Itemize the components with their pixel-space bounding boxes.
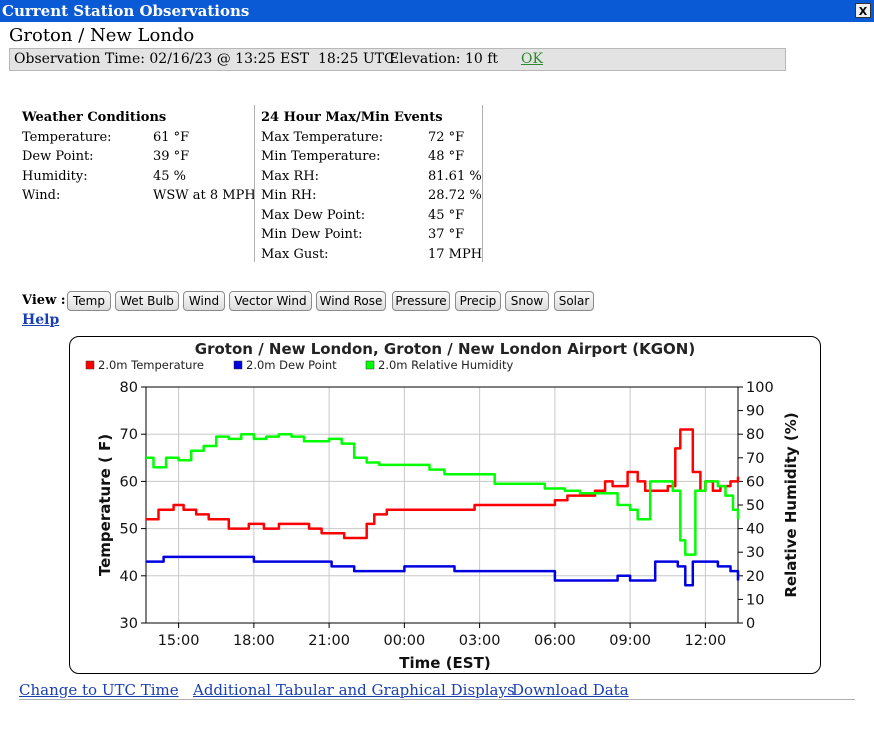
y2-tick-label: 30 <box>746 545 764 561</box>
condition-label: Dew Point: <box>22 149 94 164</box>
y2-tick-label: 50 <box>746 498 764 514</box>
observation-time: Observation Time: 02/16/23 @ 13:25 EST 1… <box>14 51 395 67</box>
y-tick-label: 50 <box>120 522 138 538</box>
y2-tick-label: 20 <box>746 569 764 585</box>
window-title: Current Station Observations <box>2 2 250 20</box>
condition-value: WSW at 8 MPH <box>153 188 256 203</box>
max-min-value: 17 MPH <box>428 246 483 262</box>
max-min-value: 81.61 % <box>428 168 482 184</box>
legend-label: 2.0m Dew Point <box>246 358 337 372</box>
max-min-label: Min RH: <box>261 188 317 203</box>
y2-tick-label: 10 <box>746 592 764 608</box>
y2-tick-label: 70 <box>746 451 764 467</box>
condition-value: 61 °F <box>153 129 190 145</box>
y-tick-label: 40 <box>120 569 138 585</box>
max-min-heading: 24 Hour Max/Min Events <box>261 110 443 125</box>
series-line <box>146 428 740 540</box>
legend-swatch <box>85 360 95 370</box>
series-line <box>146 432 740 556</box>
view-label: View : <box>22 293 66 308</box>
condition-label: Humidity: <box>22 168 88 184</box>
status-link[interactable]: OK <box>521 51 543 67</box>
help-link[interactable]: Help <box>22 312 60 328</box>
y-axis-label: Temperature ( F) <box>96 434 114 576</box>
legend-label: 2.0m Relative Humidity <box>378 358 514 372</box>
max-min-label: Max Temperature: <box>261 129 384 145</box>
download-data-link[interactable]: Download Data <box>512 681 629 699</box>
x-tick-label: 12:00 <box>684 633 726 649</box>
view-temp-button[interactable]: Temp <box>67 291 111 311</box>
additional-displays-link[interactable]: Additional Tabular and Graphical Display… <box>193 681 515 699</box>
close-button[interactable]: X <box>855 3 871 18</box>
max-min-label: Min Temperature: <box>261 149 381 164</box>
x-tick-label: 06:00 <box>534 633 576 649</box>
y-tick-label: 70 <box>120 427 138 443</box>
max-min-value: 48 °F <box>428 149 465 164</box>
y2-tick-label: 80 <box>746 427 764 443</box>
max-min-value: 28.72 % <box>428 188 482 203</box>
plot-frame <box>145 386 739 624</box>
weather-conditions-values: 61 °F 39 °F 45 % WSW at 8 MPH <box>153 108 256 206</box>
y2-tick-label: 40 <box>746 522 764 538</box>
change-to-utc-link[interactable]: Change to UTC Time <box>19 681 179 699</box>
view-solar-button[interactable]: Solar <box>554 291 594 311</box>
max-min-value: 37 °F <box>428 227 465 242</box>
divider <box>482 105 483 262</box>
y2-tick-label: 100 <box>746 380 774 396</box>
x-tick-label: 00:00 <box>383 633 425 649</box>
view-wet-bulb-button[interactable]: Wet Bulb <box>115 291 179 311</box>
x-tick-label: 09:00 <box>609 633 651 649</box>
view-wind-button[interactable]: Wind <box>183 291 225 311</box>
condition-label: Temperature: <box>22 129 112 145</box>
weather-conditions-labels: Weather Conditions Temperature: Dew Poin… <box>22 108 166 206</box>
x-tick-label: 03:00 <box>459 633 501 649</box>
y2-tick-label: 90 <box>746 404 764 420</box>
max-min-value: 72 °F <box>428 129 465 145</box>
condition-value: 45 % <box>153 168 187 184</box>
legend-swatch <box>365 360 375 370</box>
series-line <box>146 555 740 587</box>
y2-tick-label: 0 <box>746 616 755 632</box>
y-tick-label: 80 <box>120 380 138 396</box>
chart-title: Groton / New London, Groton / New London… <box>195 340 695 358</box>
max-min-value: 45 °F <box>428 207 465 223</box>
max-min-label: Max Gust: <box>261 246 329 262</box>
x-tick-label: 18:00 <box>233 633 275 649</box>
elevation: Elevation: 10 ft <box>389 51 499 67</box>
condition-value: 39 °F <box>153 149 190 164</box>
chart-panel: Groton / New London, Groton / New London… <box>69 336 821 674</box>
view-pressure-button[interactable]: Pressure <box>392 291 450 311</box>
view-snow-button[interactable]: Snow <box>505 291 549 311</box>
observation-bar: Observation Time: 02/16/23 @ 13:25 EST 1… <box>9 48 786 71</box>
max-min-values: 72 °F 48 °F 81.61 % 28.72 % 45 °F 37 °F … <box>428 108 482 264</box>
x-tick-label: 21:00 <box>308 633 350 649</box>
footer-divider <box>19 699 855 700</box>
legend-label: 2.0m Temperature <box>98 358 204 372</box>
weather-conditions-heading: Weather Conditions <box>22 110 167 125</box>
view-wind-rose-button[interactable]: Wind Rose <box>316 291 386 311</box>
max-min-label: Max Dew Point: <box>261 207 366 223</box>
y2-tick-label: 60 <box>746 474 764 490</box>
max-min-labels: 24 Hour Max/Min Events Max Temperature: … <box>261 108 443 264</box>
view-precip-button[interactable]: Precip <box>455 291 501 311</box>
max-min-label: Min Dew Point: <box>261 227 363 242</box>
x-axis-label: Time (EST) <box>399 654 490 672</box>
observation-chart: Groton / New London, Groton / New London… <box>85 340 800 672</box>
title-bar: Current Station Observations X <box>0 0 874 22</box>
x-tick-label: 15:00 <box>158 633 200 649</box>
y2-axis-label: Relative Humidity (%) <box>782 412 800 597</box>
station-name: Groton / New Londo <box>9 25 195 46</box>
divider <box>254 105 255 262</box>
view-vector-wind-button[interactable]: Vector Wind <box>229 291 312 311</box>
condition-label: Wind: <box>22 188 61 203</box>
y-tick-label: 60 <box>120 474 138 490</box>
y-tick-label: 30 <box>120 616 138 632</box>
legend-swatch <box>233 360 243 370</box>
max-min-label: Max RH: <box>261 168 320 184</box>
